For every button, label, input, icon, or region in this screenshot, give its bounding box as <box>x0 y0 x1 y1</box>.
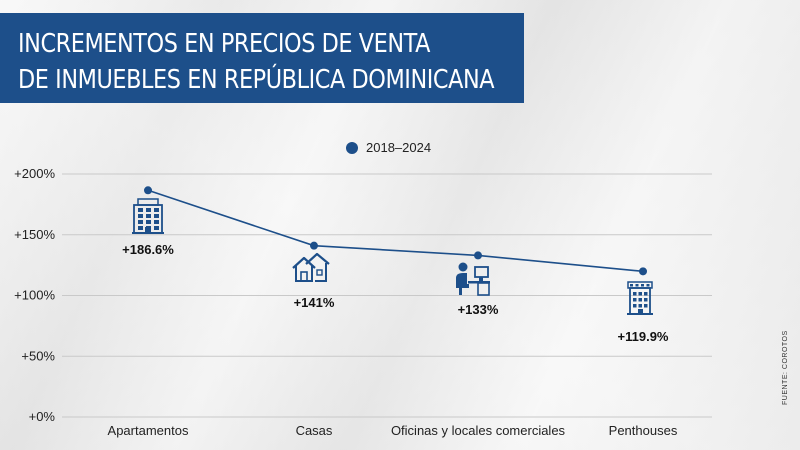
title-line-2: DE INMUEBLES EN REPÚBLICA DOMINICANA <box>18 65 495 95</box>
legend-marker <box>346 141 358 154</box>
data-label: +133% <box>458 302 499 317</box>
penthouse-building-icon <box>627 281 653 315</box>
legend: 2018–2024 <box>346 140 431 155</box>
x-tick-label: Apartamentos <box>108 423 189 438</box>
series-line <box>147 189 644 273</box>
y-tick-label: +0% <box>29 409 56 424</box>
data-point <box>639 267 647 276</box>
data-label: +186.6% <box>122 242 174 257</box>
y-tick-label: +150% <box>14 227 55 242</box>
legend-label: 2018–2024 <box>366 140 432 155</box>
y-tick-label: +50% <box>21 348 55 363</box>
title-banner: INCREMENTOS EN PRECIOS DE VENTA DE INMUE… <box>0 13 524 103</box>
source-note: FUENTE: COROTOS <box>782 330 789 405</box>
office-worker-icon <box>456 262 490 296</box>
title-line-1: INCREMENTOS EN PRECIOS DE VENTA <box>18 29 431 59</box>
data-label: +119.9% <box>618 329 669 344</box>
x-tick-label: Oficinas y locales comerciales <box>391 423 566 438</box>
houses-icon <box>292 252 330 282</box>
data-label: +141% <box>294 295 335 310</box>
y-tick-label: +100% <box>14 288 55 303</box>
apartment-building-icon <box>132 198 164 234</box>
data-point <box>474 251 482 260</box>
data-point <box>310 241 318 250</box>
x-tick-label: Penthouses <box>609 423 678 438</box>
data-point <box>144 186 152 195</box>
y-tick-label: +200% <box>14 166 55 181</box>
x-tick-label: Casas <box>296 423 333 438</box>
